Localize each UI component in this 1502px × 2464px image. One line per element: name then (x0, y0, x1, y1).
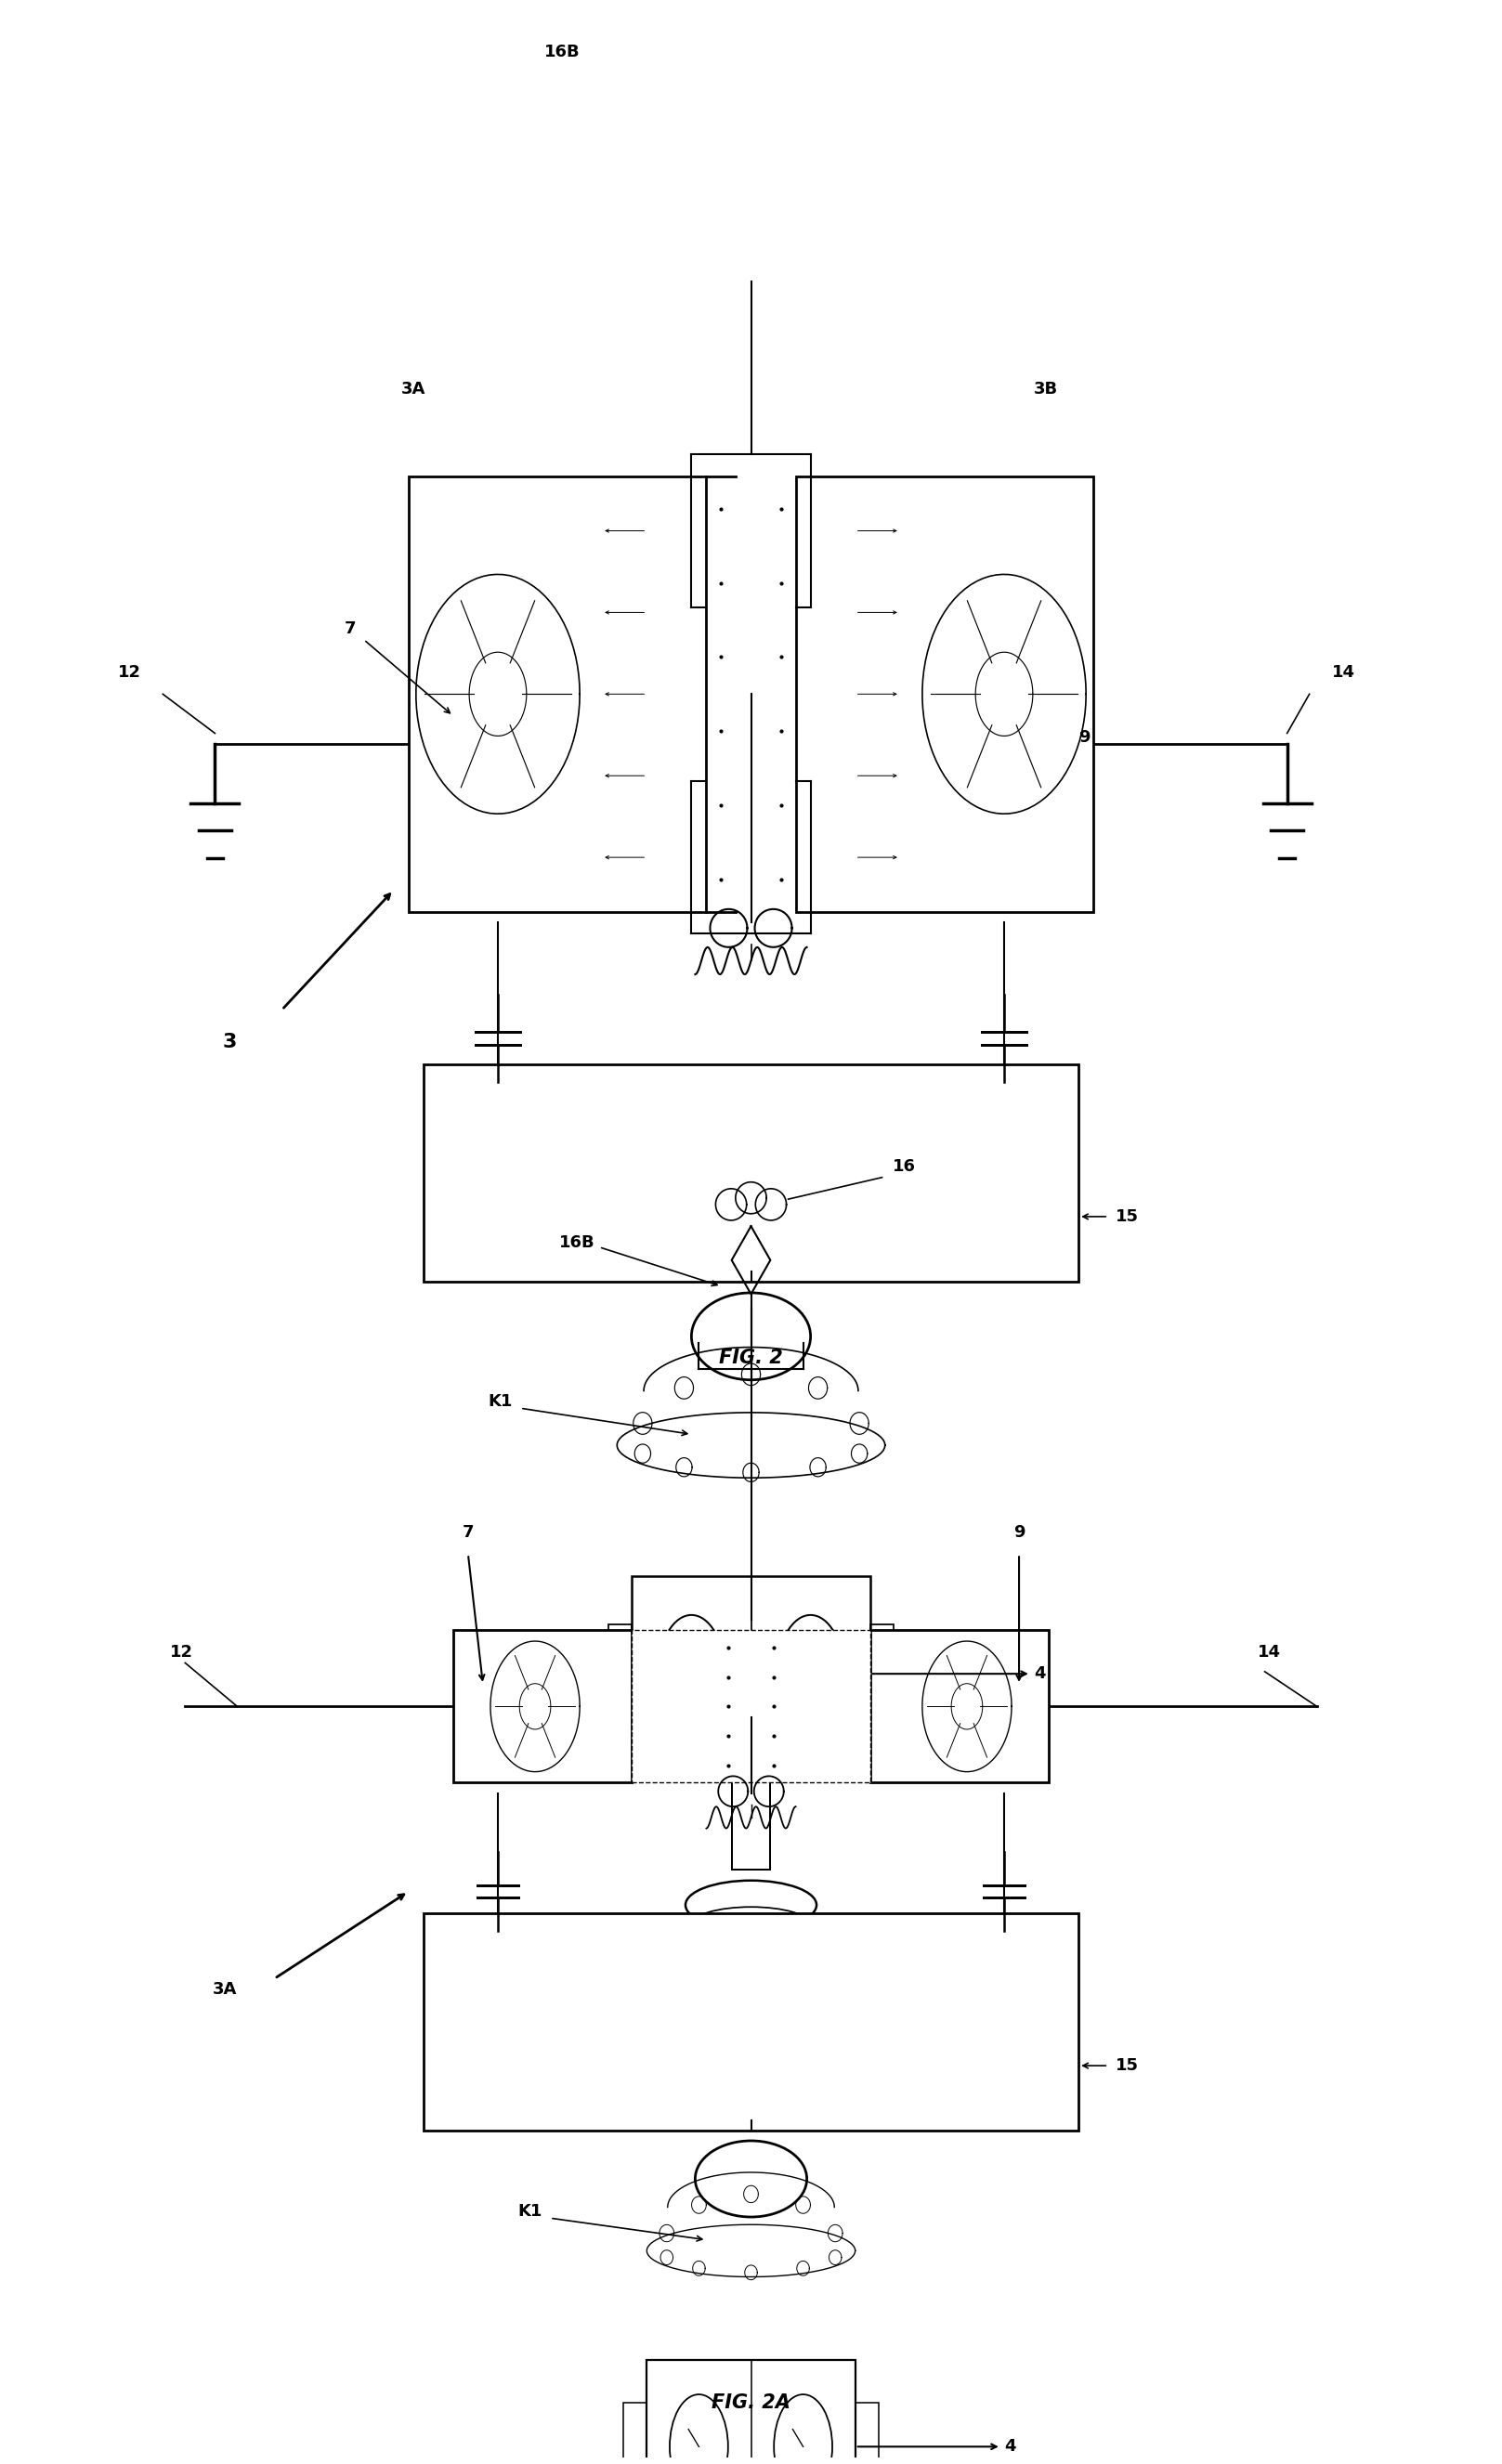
Text: FIG. 2: FIG. 2 (719, 1348, 783, 1368)
Text: 16B: 16B (544, 44, 580, 59)
Bar (632, 1631, 870, 1781)
Text: 15: 15 (1116, 1207, 1139, 1225)
Bar (632, 1577, 870, 1772)
Text: 16B: 16B (559, 1234, 595, 1252)
Text: 3B: 3B (1033, 382, 1059, 397)
Text: 7: 7 (345, 621, 356, 638)
Text: 9: 9 (1014, 1523, 1024, 1540)
Text: 4: 4 (1033, 1666, 1045, 1683)
Bar (424, 1064, 1078, 1281)
Text: K1: K1 (488, 1392, 512, 1409)
Text: 15: 15 (1116, 2057, 1139, 2075)
Text: 4: 4 (1005, 2439, 1015, 2454)
Text: 3: 3 (222, 1032, 237, 1052)
Bar (870, 1624, 894, 1722)
Text: 14: 14 (1332, 663, 1355, 680)
Text: 16: 16 (892, 1158, 916, 1175)
Bar (647, 2361, 855, 2464)
Bar (608, 1624, 632, 1722)
Text: 12: 12 (170, 1643, 194, 1661)
Text: 3A: 3A (401, 382, 425, 397)
Text: 9: 9 (1078, 729, 1090, 747)
Bar (855, 2402, 879, 2464)
Text: 3A: 3A (213, 1981, 237, 1998)
Bar (424, 1912, 1078, 2131)
Text: FIG. 2A: FIG. 2A (712, 2395, 790, 2412)
Text: 7: 7 (463, 1523, 473, 1540)
Bar (623, 2402, 647, 2464)
Bar (454, 1631, 632, 1781)
Bar (409, 476, 706, 912)
Bar (796, 476, 1093, 912)
Text: 14: 14 (1257, 1643, 1281, 1661)
Text: K1: K1 (518, 2203, 542, 2220)
Bar (870, 1631, 1048, 1781)
Text: 12: 12 (119, 663, 141, 680)
